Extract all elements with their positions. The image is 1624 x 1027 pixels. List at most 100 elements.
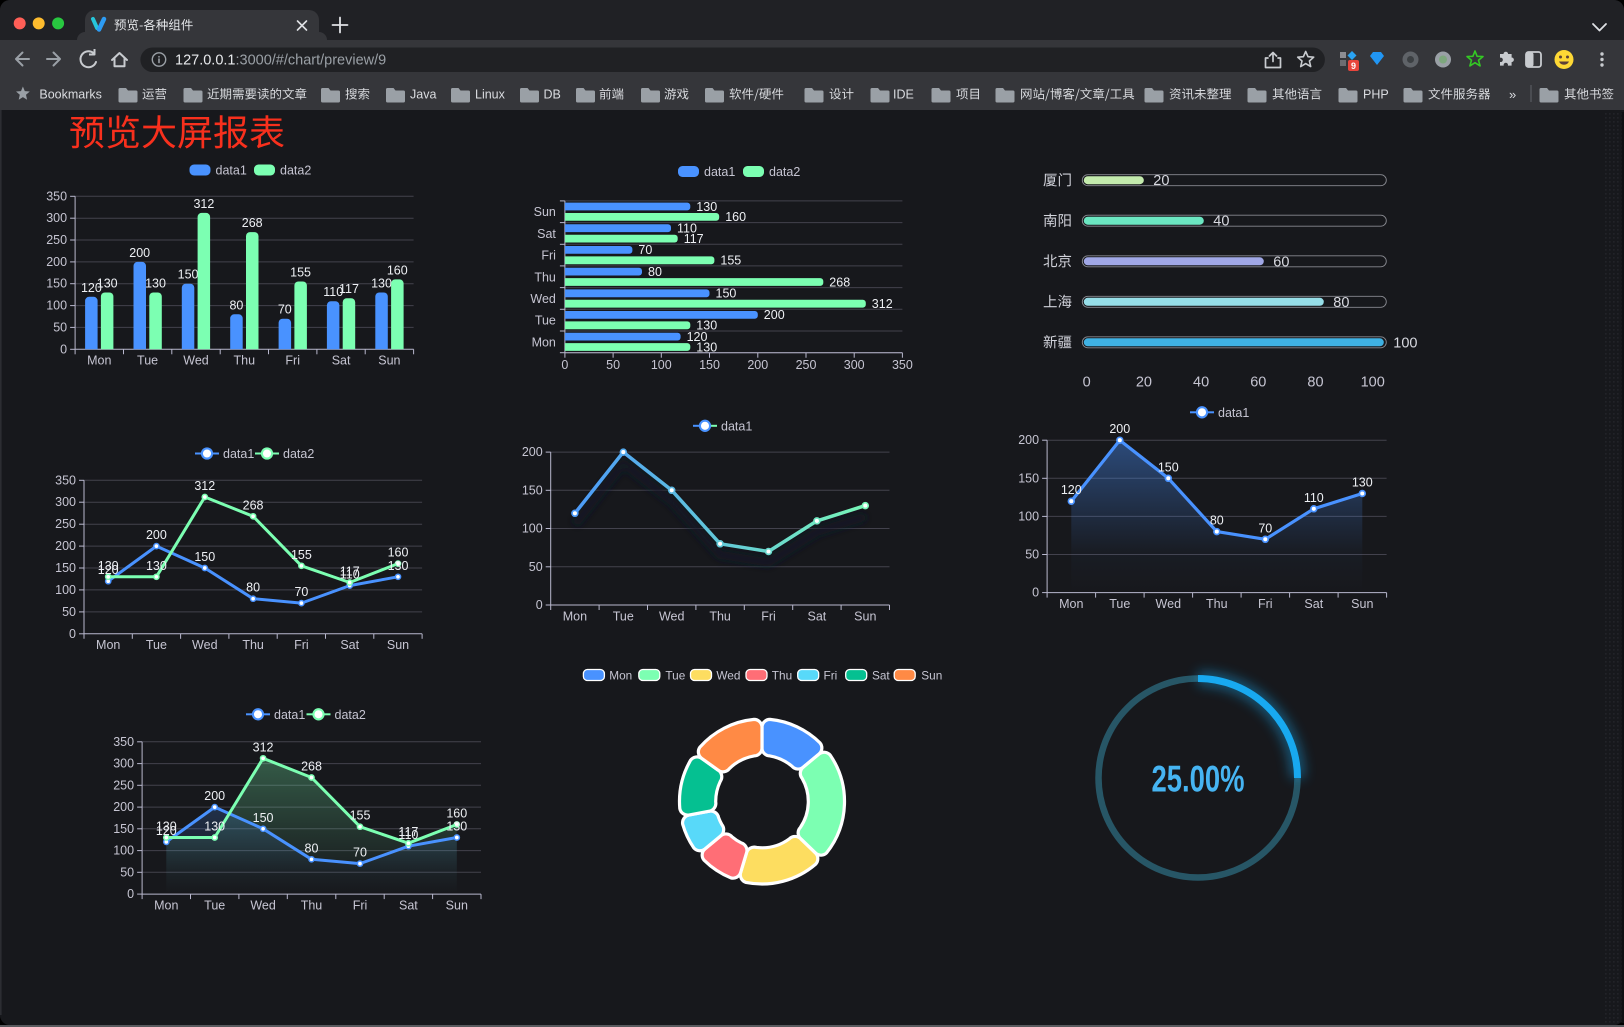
- svg-text:Sat: Sat: [872, 669, 890, 683]
- svg-text:100: 100: [46, 299, 67, 313]
- svg-text:268: 268: [301, 760, 322, 774]
- svg-text:Wed: Wed: [192, 638, 218, 652]
- svg-text:Bookmarks: Bookmarks: [39, 88, 102, 102]
- svg-text:Fri: Fri: [541, 249, 556, 263]
- svg-text:200: 200: [747, 358, 768, 372]
- svg-text:150: 150: [522, 483, 543, 497]
- svg-text:312: 312: [253, 740, 274, 754]
- svg-text:250: 250: [796, 358, 817, 372]
- svg-text:160: 160: [388, 546, 409, 560]
- svg-text:Mon: Mon: [96, 638, 120, 652]
- svg-text:80: 80: [1307, 375, 1323, 391]
- svg-text:200: 200: [1109, 422, 1130, 436]
- svg-text:268: 268: [829, 275, 850, 289]
- svg-text:Thu: Thu: [534, 270, 556, 284]
- svg-text:25.00%: 25.00%: [1152, 759, 1245, 800]
- svg-text:Sat: Sat: [340, 638, 359, 652]
- svg-text:Thu: Thu: [709, 609, 731, 623]
- svg-text:70: 70: [353, 846, 367, 860]
- svg-text:130: 130: [204, 820, 225, 834]
- svg-text:Tue: Tue: [613, 609, 634, 623]
- svg-text:130: 130: [696, 319, 717, 333]
- svg-text:Sun: Sun: [1351, 597, 1373, 611]
- svg-text:data2: data2: [283, 447, 314, 461]
- svg-text:70: 70: [294, 585, 308, 599]
- svg-text:Fri: Fri: [1258, 597, 1273, 611]
- svg-text:150: 150: [253, 811, 274, 825]
- svg-text:data1: data1: [704, 165, 735, 179]
- svg-text:120: 120: [81, 281, 102, 295]
- svg-text:0: 0: [69, 627, 76, 641]
- svg-text:data1: data1: [1218, 406, 1249, 420]
- svg-text:data2: data2: [769, 165, 800, 179]
- svg-text:110: 110: [340, 568, 360, 582]
- svg-text:Mon: Mon: [1059, 597, 1083, 611]
- svg-text:150: 150: [1158, 460, 1179, 474]
- svg-text:0: 0: [561, 358, 568, 372]
- svg-text:110: 110: [1304, 491, 1324, 505]
- svg-text:200: 200: [129, 246, 150, 260]
- svg-text:200: 200: [1018, 433, 1039, 447]
- svg-text:155: 155: [291, 548, 312, 562]
- svg-text:150: 150: [716, 287, 737, 301]
- svg-text:Fri: Fri: [824, 669, 838, 683]
- svg-text:IDE: IDE: [893, 88, 914, 102]
- svg-text:Java: Java: [410, 88, 436, 102]
- svg-text:9: 9: [1351, 61, 1356, 71]
- svg-text:Sun: Sun: [854, 609, 876, 623]
- svg-text:Sun: Sun: [387, 638, 409, 652]
- svg-text:250: 250: [113, 778, 134, 792]
- svg-text:300: 300: [55, 495, 76, 509]
- svg-text:200: 200: [146, 528, 167, 542]
- svg-text:Sat: Sat: [332, 354, 351, 368]
- svg-text:Wed: Wed: [530, 292, 556, 306]
- svg-text:Sun: Sun: [534, 205, 556, 219]
- svg-text:80: 80: [1333, 295, 1349, 311]
- svg-text:80: 80: [648, 265, 662, 279]
- svg-text:150: 150: [46, 277, 67, 291]
- svg-text:100: 100: [522, 522, 543, 536]
- svg-text:150: 150: [55, 561, 76, 575]
- svg-text:data1: data1: [274, 708, 305, 722]
- svg-text:Tue: Tue: [665, 669, 685, 683]
- svg-text:Thu: Thu: [1206, 597, 1228, 611]
- svg-text:200: 200: [204, 789, 225, 803]
- svg-text:Linux: Linux: [475, 88, 506, 102]
- svg-text:80: 80: [305, 841, 319, 855]
- svg-text:50: 50: [529, 560, 543, 574]
- svg-text:40: 40: [1193, 375, 1209, 391]
- svg-text:70: 70: [1258, 521, 1272, 535]
- svg-text:60: 60: [1250, 375, 1266, 391]
- svg-text:DB: DB: [544, 88, 561, 102]
- svg-text:80: 80: [246, 581, 260, 595]
- svg-text:100: 100: [1018, 509, 1039, 523]
- svg-text:117: 117: [684, 232, 704, 246]
- svg-text:Mon: Mon: [563, 609, 587, 623]
- svg-text:117: 117: [398, 825, 418, 839]
- svg-text:Wed: Wed: [659, 609, 685, 623]
- svg-text:268: 268: [243, 498, 264, 512]
- svg-text:100: 100: [1393, 335, 1417, 351]
- svg-text:130: 130: [388, 559, 409, 573]
- svg-text:Sat: Sat: [399, 898, 418, 912]
- svg-text:120: 120: [1061, 483, 1082, 497]
- svg-text:Thu: Thu: [234, 354, 256, 368]
- svg-text:250: 250: [46, 233, 67, 247]
- svg-text:150: 150: [699, 358, 720, 372]
- svg-text:Sun: Sun: [446, 898, 468, 912]
- svg-text:0: 0: [536, 598, 543, 612]
- svg-text:120: 120: [687, 330, 708, 344]
- svg-text:160: 160: [387, 263, 408, 277]
- svg-text:100: 100: [55, 583, 76, 597]
- svg-text:Fri: Fri: [761, 609, 776, 623]
- svg-text:117: 117: [340, 565, 360, 579]
- svg-text:110: 110: [398, 828, 418, 842]
- svg-text:100: 100: [113, 844, 134, 858]
- svg-text:110: 110: [677, 222, 697, 236]
- svg-text:Sun: Sun: [921, 669, 942, 683]
- svg-text:120: 120: [98, 563, 119, 577]
- svg-text:Fri: Fri: [353, 898, 368, 912]
- svg-text:0: 0: [60, 342, 67, 356]
- svg-text:160: 160: [725, 210, 746, 224]
- svg-text:350: 350: [55, 473, 76, 487]
